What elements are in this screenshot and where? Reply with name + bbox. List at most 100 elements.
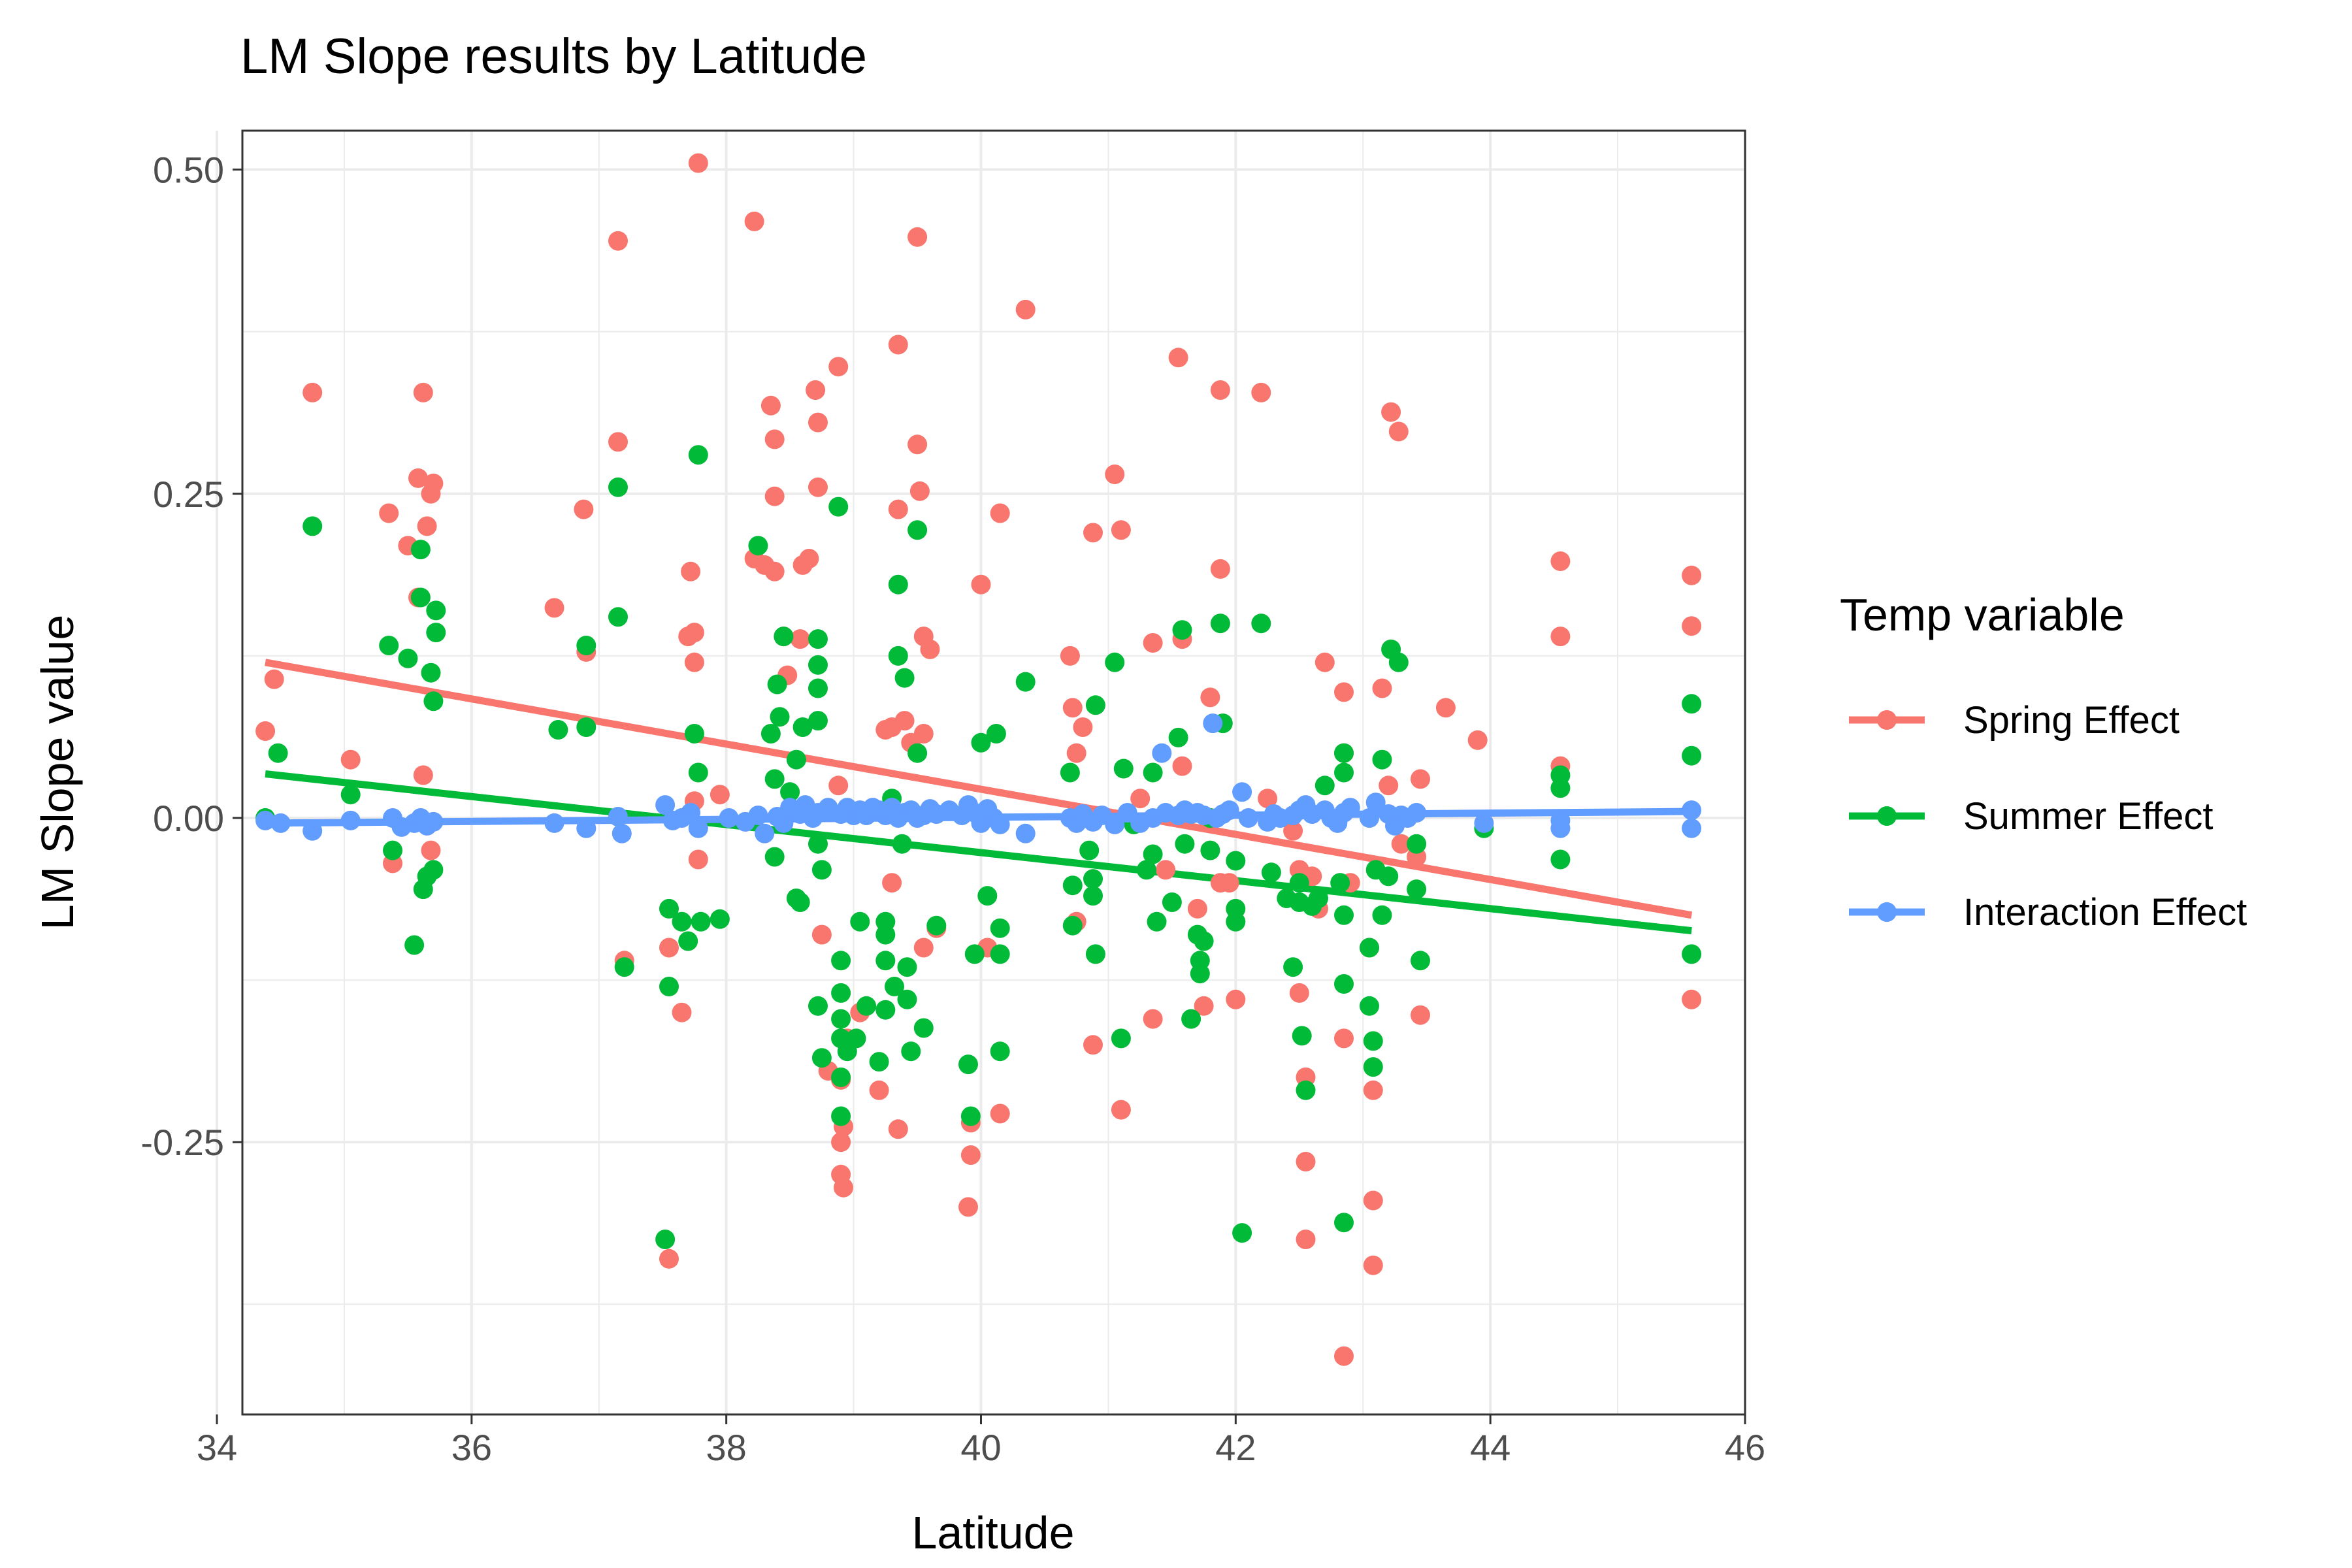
point-spring-effect <box>379 503 399 523</box>
point-spring-effect <box>1682 989 1702 1009</box>
point-summer-effect <box>1181 1009 1201 1029</box>
point-interaction-effect <box>1015 823 1036 843</box>
point-summer-effect <box>1330 873 1350 893</box>
point-summer-effect <box>1015 672 1036 692</box>
point-spring-effect <box>417 516 437 536</box>
point-spring-effect <box>1210 380 1230 400</box>
point-spring-effect <box>808 477 828 497</box>
point-spring-effect <box>659 938 679 958</box>
x-tick-label: 40 <box>960 1427 1001 1468</box>
point-interaction-effect <box>1407 803 1427 823</box>
point-spring-effect <box>710 785 730 805</box>
point-summer-effect <box>894 668 915 688</box>
point-summer-effect <box>659 898 679 919</box>
point-spring-effect <box>913 938 934 958</box>
point-spring-effect <box>688 153 708 173</box>
point-summer-effect <box>897 957 917 977</box>
point-spring-effect <box>1111 520 1131 540</box>
point-summer-effect <box>1407 834 1427 854</box>
point-summer-effect <box>1085 944 1105 964</box>
legend-items: Spring Effect Summer Effect Interaction Ef… <box>1849 699 2247 934</box>
point-spring-effect <box>421 840 441 860</box>
point-summer-effect <box>302 516 323 536</box>
point-spring-effect <box>1435 698 1456 718</box>
point-spring-effect <box>790 629 810 649</box>
point-spring-effect <box>421 483 441 504</box>
point-summer-effect <box>808 655 828 675</box>
point-interaction-effect <box>270 813 291 833</box>
point-summer-effect <box>760 724 781 743</box>
point-summer-effect <box>655 1230 676 1249</box>
point-summer-effect <box>1334 762 1354 783</box>
point-summer-effect <box>1200 840 1220 860</box>
point-spring-effect <box>1315 652 1335 672</box>
point-spring-effect <box>1130 789 1151 809</box>
point-summer-effect <box>1172 620 1192 640</box>
point-interaction-effect <box>755 823 775 843</box>
point-summer-effect <box>897 989 917 1009</box>
point-summer-effect <box>808 996 828 1016</box>
legend-label-summer-effect: Summer Effect <box>1963 795 2213 838</box>
point-summer-effect <box>608 607 628 627</box>
point-spring-effect <box>264 669 284 689</box>
point-spring-effect <box>1363 1080 1383 1100</box>
point-spring-effect <box>920 639 940 659</box>
point-summer-effect <box>1083 886 1103 906</box>
point-summer-effect <box>1194 931 1214 951</box>
point-spring-effect <box>1467 730 1488 750</box>
point-interaction-effect <box>255 810 276 830</box>
point-summer-effect <box>1379 866 1399 887</box>
point-summer-effect <box>990 1041 1010 1062</box>
point-summer-effect <box>614 957 634 977</box>
point-interaction-effect <box>544 813 564 833</box>
point-spring-effect <box>1251 382 1271 402</box>
point-summer-effect <box>958 1054 978 1075</box>
point-spring-effect <box>831 1132 851 1152</box>
point-spring-effect <box>1296 1230 1316 1249</box>
point-spring-effect <box>1156 860 1176 880</box>
point-spring-effect <box>882 873 902 893</box>
point-spring-effect <box>659 1249 679 1269</box>
point-spring-effect <box>1194 996 1214 1016</box>
point-summer-effect <box>1113 759 1134 779</box>
grid-lines <box>216 131 1746 1414</box>
point-summer-effect <box>268 743 288 763</box>
point-spring-effect <box>764 561 785 581</box>
point-summer-effect <box>831 983 851 1003</box>
point-summer-effect <box>767 674 787 694</box>
point-spring-effect <box>684 623 704 643</box>
point-spring-effect <box>340 749 361 770</box>
x-axis-label: Latitude <box>911 1507 1074 1558</box>
x-tick-label: 38 <box>706 1427 747 1468</box>
point-spring-effect <box>413 765 433 785</box>
point-interaction-effect <box>719 808 739 828</box>
point-spring-effect <box>302 382 323 402</box>
point-spring-effect <box>1066 743 1086 763</box>
point-spring-effect <box>1388 421 1409 442</box>
point-interaction-effect <box>1550 818 1571 838</box>
point-spring-effect <box>1550 627 1571 647</box>
point-summer-effect <box>885 977 904 996</box>
point-interaction-effect <box>990 814 1010 834</box>
point-summer-effect <box>1079 840 1100 860</box>
point-summer-effect <box>1105 652 1125 672</box>
plot-panel <box>242 131 1745 1414</box>
point-summer-effect <box>1143 762 1163 783</box>
point-summer-effect <box>423 691 444 711</box>
point-summer-effect <box>748 536 768 556</box>
point-spring-effect <box>608 231 628 251</box>
point-summer-effect <box>1550 778 1571 798</box>
point-interaction-effect <box>608 807 628 826</box>
point-spring-effect <box>1210 559 1230 579</box>
chart-title: LM Slope results by Latitude <box>240 29 867 84</box>
point-summer-effect <box>1360 996 1379 1016</box>
point-summer-effect <box>548 720 568 740</box>
point-summer-effect <box>1550 849 1571 870</box>
point-summer-effect <box>926 915 947 936</box>
data-points <box>255 153 1702 1366</box>
point-spring-effect <box>764 429 785 449</box>
point-spring-effect <box>1200 687 1220 708</box>
point-spring-effect <box>828 776 849 796</box>
point-summer-effect <box>1251 613 1271 634</box>
point-summer-effect <box>770 707 790 727</box>
